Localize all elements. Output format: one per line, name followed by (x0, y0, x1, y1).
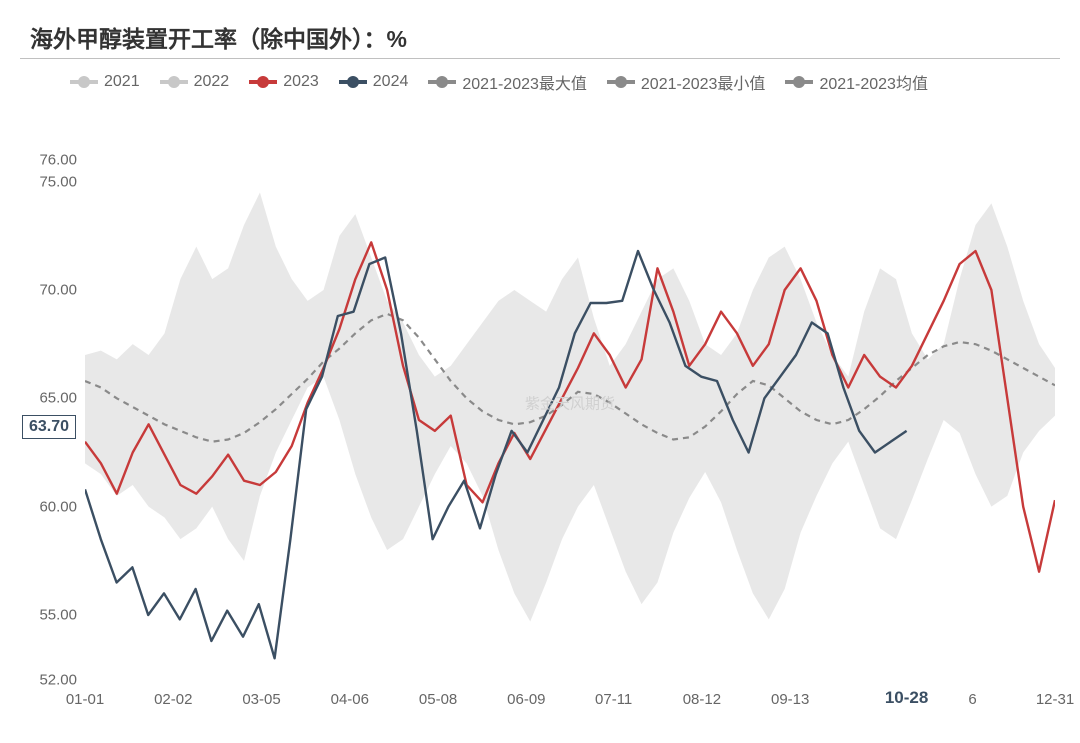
x-tick-label: 03-05 (242, 691, 280, 708)
x-tick-label: 02-02 (154, 691, 192, 708)
legend-item-y2022[interactable]: 2022 (160, 73, 230, 91)
y-tick-label: 70.00 (17, 282, 77, 299)
x-tick-label: 10-28 (885, 688, 928, 708)
legend-label: 2021-2023均值 (819, 70, 928, 94)
plot-svg (85, 160, 1055, 680)
legend-marker-icon (160, 80, 188, 84)
x-tick-label: 08-12 (683, 691, 721, 708)
x-tick-label: 12-31 (1036, 691, 1074, 708)
legend-marker-icon (607, 80, 635, 84)
legend: 2021 2022 2023 2024 2021-2023最大值 2021-2023最小值… (70, 70, 1050, 94)
y-tick-label: 75.00 (17, 173, 77, 190)
legend-item-y2024[interactable]: 2024 (339, 73, 409, 91)
legend-marker-icon (785, 80, 813, 84)
x-tick-label: 06-09 (507, 691, 545, 708)
plot-area: 紫金天风期货 52.0055.0060.0065.0070.0075.0076.… (85, 160, 1055, 680)
y-tick-label: 76.00 (17, 152, 77, 169)
legend-marker-icon (249, 80, 277, 84)
x-tick-label: 09-13 (771, 691, 809, 708)
legend-label: 2021-2023最小值 (641, 70, 766, 94)
y-tick-label: 55.00 (17, 607, 77, 624)
value-badge: 63.70 (22, 415, 76, 439)
legend-item-max[interactable]: 2021-2023最大值 (428, 70, 587, 94)
legend-marker-icon (70, 80, 98, 84)
legend-item-min[interactable]: 2021-2023最小值 (607, 70, 766, 94)
x-tick-label: 05-08 (419, 691, 457, 708)
y-tick-label: 52.00 (17, 672, 77, 689)
x-tick-label: 6 (968, 691, 976, 708)
legend-label: 2021 (104, 73, 140, 91)
legend-label: 2022 (194, 73, 230, 91)
legend-marker-icon (339, 80, 367, 84)
chart-title: 海外甲醇装置开工率（除中国外）：% (30, 20, 407, 54)
legend-item-y2021[interactable]: 2021 (70, 73, 140, 91)
legend-marker-icon (428, 80, 456, 84)
legend-item-mean[interactable]: 2021-2023均值 (785, 70, 928, 94)
x-tick-label: 07-11 (595, 691, 632, 708)
y-tick-label: 60.00 (17, 498, 77, 515)
y-tick-label: 65.00 (17, 390, 77, 407)
legend-label: 2023 (283, 73, 319, 91)
title-underline (20, 58, 1060, 59)
chart-container: 海外甲醇装置开工率（除中国外）：% 2021 2022 2023 2024 2021-2… (0, 0, 1080, 743)
legend-label: 2021-2023最大值 (462, 70, 587, 94)
x-tick-label: 04-06 (331, 691, 369, 708)
legend-item-y2023[interactable]: 2023 (249, 73, 319, 91)
legend-label: 2024 (373, 73, 409, 91)
x-tick-label: 01-01 (66, 691, 104, 708)
